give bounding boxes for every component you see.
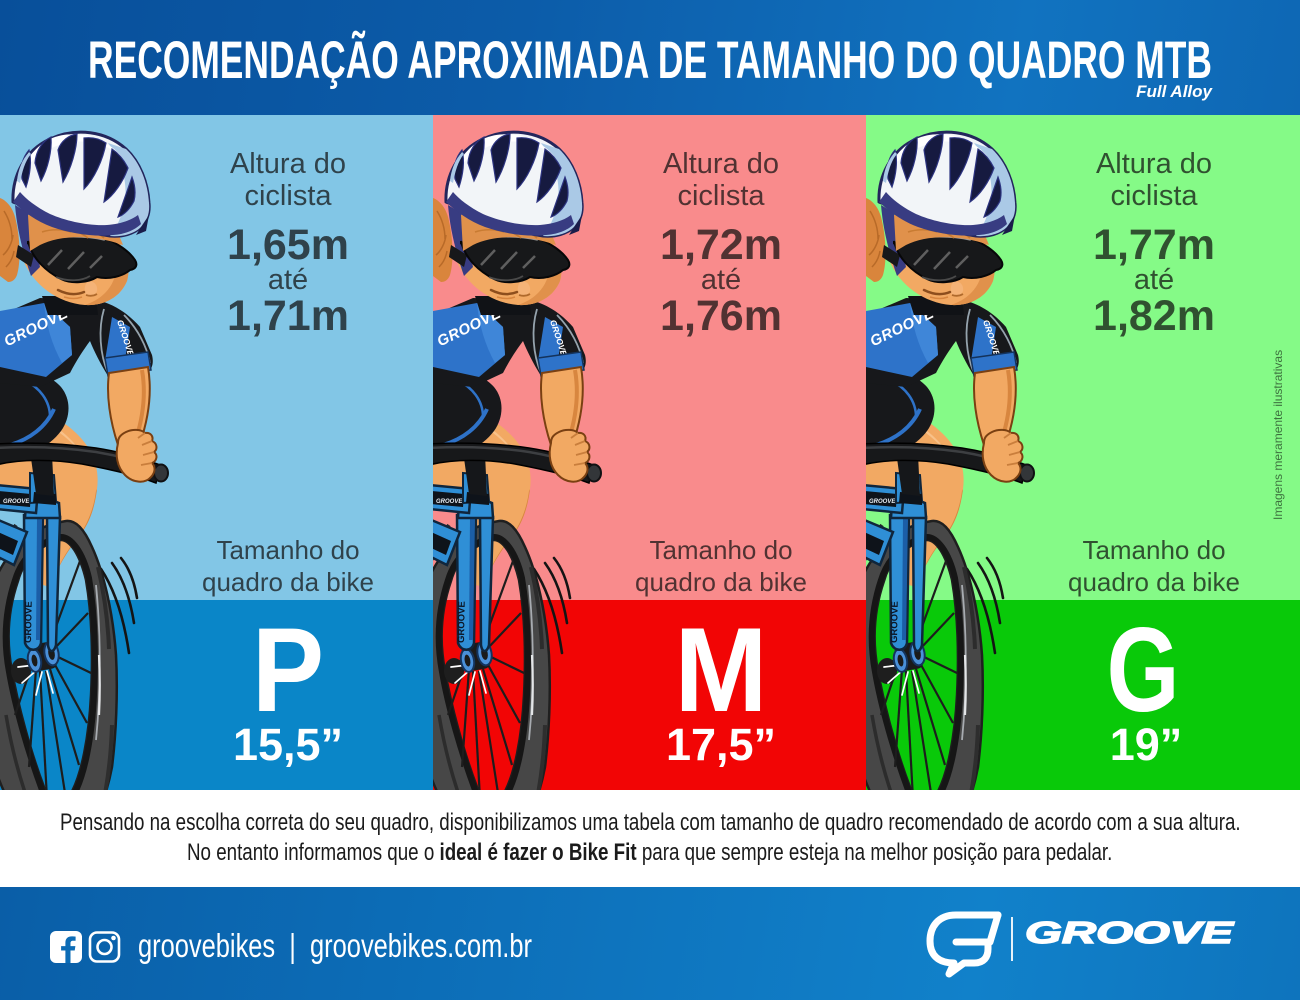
svg-text:RECOMENDAÇÃO APROXIMADA DE TAM: RECOMENDAÇÃO APROXIMADA DE TAMANHO DO QU… [88, 30, 1212, 90]
svg-text:groovebikes | groovebikes.co: groovebikes | groovebikes.com.br [138, 927, 532, 964]
svg-text:GROOVE: GROOVE [1025, 915, 1235, 950]
